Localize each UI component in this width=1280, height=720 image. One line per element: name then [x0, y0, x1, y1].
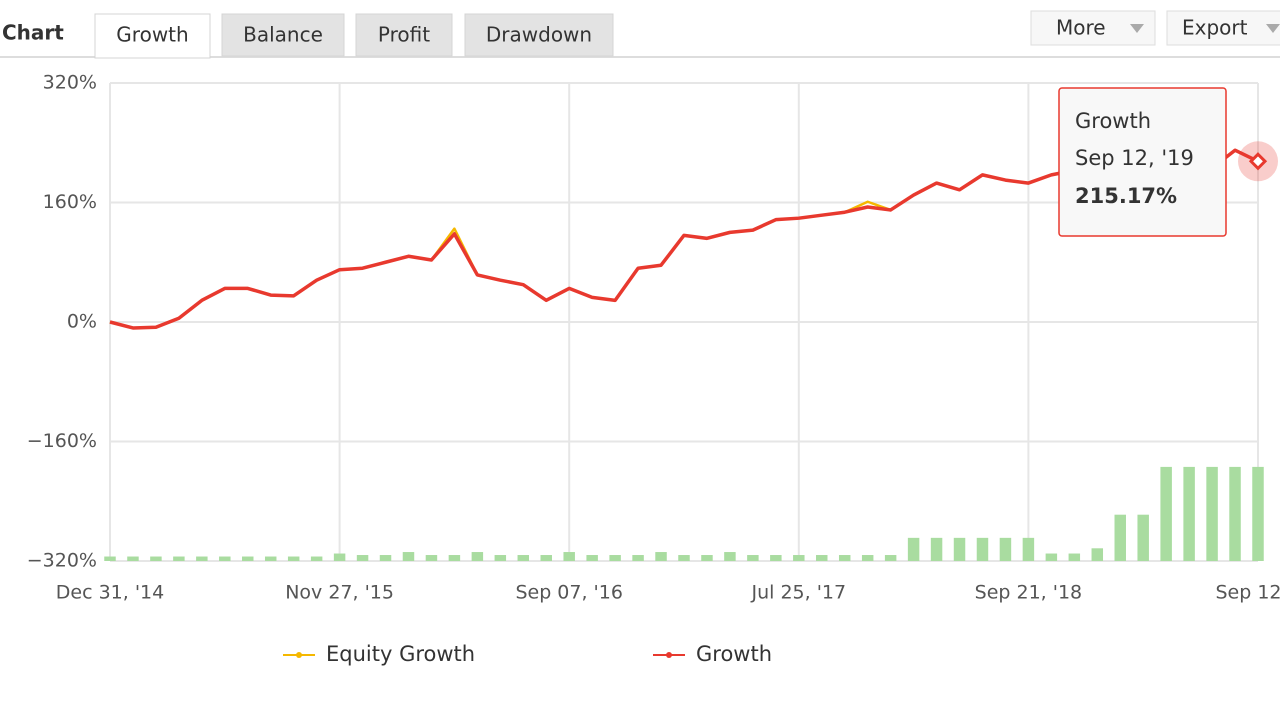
bar — [219, 556, 231, 561]
bar — [999, 537, 1012, 561]
y-tick-label: −160% — [27, 430, 97, 452]
bar — [1183, 466, 1195, 561]
tab[interactable] — [221, 13, 345, 57]
tooltip-value: 215.17% — [1075, 184, 1177, 208]
bar — [448, 555, 461, 561]
bar — [150, 556, 162, 561]
bar — [793, 555, 805, 561]
bar — [196, 556, 208, 561]
bar — [333, 553, 346, 561]
toolbar-border — [0, 56, 1280, 58]
tab[interactable] — [464, 13, 614, 57]
x-tick-label: Sep 12… — [1215, 582, 1280, 604]
bar — [1206, 466, 1218, 561]
bar — [701, 555, 713, 561]
y-tick-label: 320% — [43, 72, 97, 94]
bar — [1068, 553, 1081, 561]
tab-label: Drawdown — [486, 23, 592, 47]
plot: 320% 160% 0% −160% −320% Dec 31, '14 Nov 27, '… — [27, 72, 1280, 667]
bar — [1022, 537, 1035, 561]
dropdown-arrow — [1130, 24, 1144, 33]
bar — [127, 556, 139, 561]
bar — [310, 556, 323, 561]
tabs: Growth Balance Profit Drawdown — [94, 13, 614, 59]
bar — [379, 555, 392, 561]
bar — [861, 555, 874, 561]
tooltip-date: Sep 12, '19 — [1075, 146, 1194, 170]
toolbar-title: Chart — [2, 21, 64, 45]
y-tick-label: 160% — [43, 191, 97, 213]
bar — [907, 537, 920, 561]
bar — [884, 555, 897, 561]
bar — [1252, 466, 1264, 561]
tab-label: Growth — [116, 23, 188, 47]
bar — [1160, 466, 1172, 561]
legend-dot — [296, 652, 302, 658]
bar — [517, 555, 530, 561]
x-tick-label: Sep 21, '18 — [975, 582, 1083, 604]
bar — [609, 555, 621, 561]
x-tick-label: Dec 31, '14 — [56, 582, 164, 604]
bar — [655, 552, 667, 561]
legend-label[interactable]: Equity Growth — [326, 642, 475, 666]
hover-point — [1248, 152, 1268, 171]
tooltip-series: Growth — [1075, 109, 1151, 133]
export-button[interactable] — [1166, 10, 1280, 46]
bar — [976, 537, 989, 561]
bar — [770, 555, 782, 561]
bar — [540, 555, 552, 561]
bar — [1091, 548, 1104, 561]
bar — [356, 555, 369, 561]
tab[interactable] — [94, 13, 211, 59]
tab-label: Balance — [243, 23, 323, 47]
bar — [173, 556, 185, 561]
bar — [563, 552, 575, 561]
bar — [471, 552, 484, 561]
bar — [1045, 553, 1058, 561]
y-tick-label: −320% — [27, 550, 97, 572]
x-tick-label: Nov 27, '15 — [285, 582, 394, 604]
legend-dot — [666, 652, 672, 658]
tab[interactable] — [355, 13, 453, 57]
bar — [425, 555, 438, 561]
y-tick-label: 0% — [67, 311, 97, 333]
bar — [838, 555, 851, 561]
bar — [678, 555, 690, 561]
dropdown-arrow — [1266, 24, 1280, 33]
bar — [494, 555, 507, 561]
bar — [287, 556, 300, 561]
bar — [1114, 514, 1126, 561]
bar — [1229, 466, 1241, 561]
legend-label[interactable]: Growth — [696, 642, 772, 666]
bar — [747, 555, 759, 561]
bar — [724, 552, 736, 561]
bar — [242, 556, 254, 561]
x-tick-label: Jul 25, '17 — [750, 582, 846, 604]
bar — [1137, 514, 1149, 561]
bar — [953, 537, 966, 561]
bar — [632, 555, 644, 561]
tab-label: Profit — [378, 23, 430, 47]
tooltip-box — [1058, 87, 1227, 237]
export-label: Export — [1182, 16, 1248, 40]
x-tick-label: Sep 07, '16 — [515, 582, 623, 604]
bar — [264, 556, 277, 561]
bar — [104, 556, 116, 561]
more-label: More — [1056, 16, 1106, 40]
bar — [586, 555, 598, 561]
bar — [930, 537, 943, 561]
bar — [816, 555, 828, 561]
bar — [402, 552, 415, 561]
